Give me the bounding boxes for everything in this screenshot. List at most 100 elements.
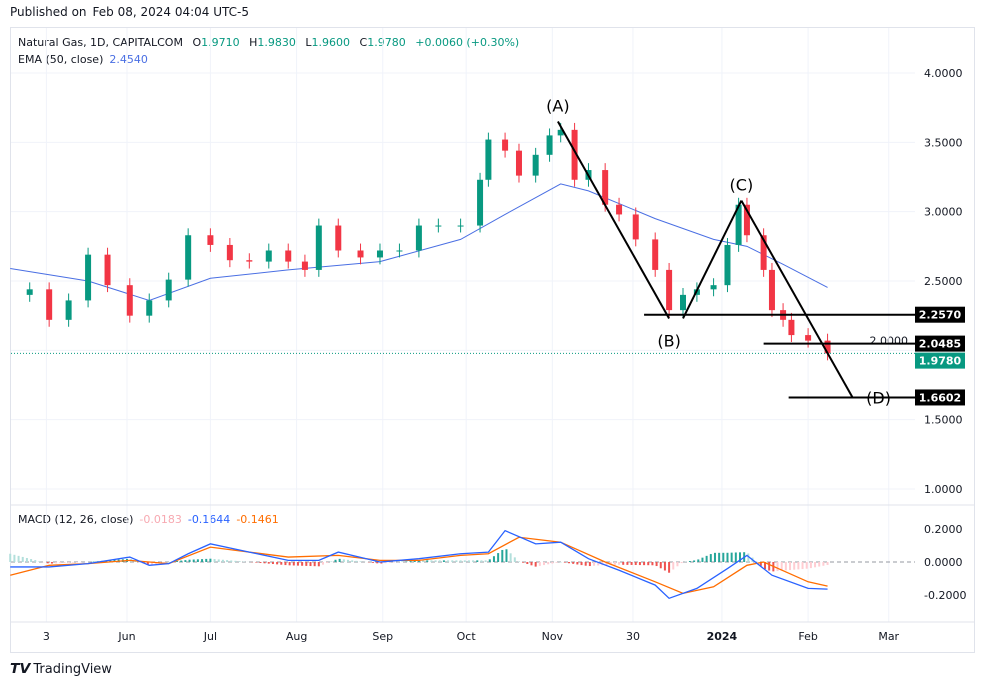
macd-histogram-bar [764,562,767,570]
macd-histogram-bar [359,561,362,562]
macd-histogram-bar [688,561,691,562]
candle [557,129,564,136]
macd-histogram-bar [768,562,771,571]
macd-histogram-bar [317,562,320,567]
candle [301,261,308,270]
brand-name: TradingView [33,661,112,677]
macd-histogram-bar [376,562,379,564]
macd-histogram-bar [805,562,808,569]
macd-histogram-bar [613,562,616,565]
macd-histogram-bar [543,562,545,566]
tradingview-logo[interactable]: 𝙏𝙑 TradingView [10,661,112,677]
macd-histogram-bar [138,562,141,563]
macd-histogram-bar [459,560,462,562]
candle [185,235,192,280]
current-price-badge [915,352,965,369]
macd-histogram-bar [163,562,166,563]
macd-histogram-bar [413,560,416,562]
candle [207,235,214,245]
macd-histogram-bar [747,553,750,562]
macd-histogram-bar [305,562,308,566]
macd-histogram-bar [284,562,287,566]
level-label-bg [915,306,965,323]
candle [532,154,539,176]
macd-histogram-bar [709,554,712,562]
price-axis-label: 2.5000 [924,275,963,288]
macd-histogram-bar [63,562,66,564]
macd-histogram-bar [438,560,441,562]
macd-histogram-bar [384,562,387,564]
macd-hist-value: -0.0183 [139,513,182,526]
macd-histogram-bar [826,562,829,566]
candle [515,150,522,176]
macd-histogram-bar [205,558,208,562]
candle [571,129,578,180]
macd-histogram-bar [780,562,783,571]
macd-histogram-bar [451,560,454,562]
candle [768,269,775,311]
macd-axis-label: 0.2000 [924,523,963,536]
macd-histogram-bar [676,562,679,567]
macd-histogram-bar [330,561,333,562]
low-number: 1.9600 [311,36,351,49]
macd-histogram-bar [513,557,516,562]
wave-label-a: (A) [546,97,569,116]
ema-label: EMA (50, close) [18,53,104,66]
macd-histogram-bar [334,559,337,562]
macd-histogram-bar [388,562,391,563]
macd-histogram-bar [492,556,495,562]
change-value: +0.0060 (+0.30%) [415,36,520,49]
level-label-bg [915,335,965,352]
macd-histogram-bar [818,562,821,567]
macd-histogram-bar [405,561,408,562]
macd-histogram-bar [555,562,558,563]
macd-histogram-bar [605,562,608,565]
macd-histogram-bar [46,562,49,564]
time-axis-label: Mar [878,630,899,643]
time-axis-label: 30 [626,630,640,643]
macd-histogram-bar [584,562,587,566]
high-label: H [249,36,258,49]
macd-histogram-bar [13,554,16,562]
macd-histogram-bar [230,560,233,562]
macd-line-value: -0.1644 [187,513,231,526]
wave-trendline [740,200,854,398]
macd-histogram-bar [463,560,466,562]
tradingview-icon: 𝙏𝙑 [10,661,31,677]
macd-histogram-bar [488,559,491,562]
macd-histogram-bar [342,559,345,562]
candle [680,294,686,311]
time-axis-label: Jun [117,630,135,643]
macd-histogram-bar [34,560,37,562]
candle [710,285,717,290]
macd-histogram-bar [301,562,304,566]
macd-histogram-bar [663,562,666,571]
macd-histogram-bar [467,560,470,562]
macd-histogram-bar [313,562,316,567]
wave-label-c: (C) [730,176,754,195]
macd-histogram-bar [455,560,458,562]
macd-histogram-bar [417,560,420,562]
macd-histogram-bar [588,562,591,567]
macd-histogram-bar [67,562,70,563]
close-number: 1.9780 [367,36,406,49]
macd-histogram-bar [267,562,270,564]
current-price-label: 1.9780 [919,355,962,368]
macd-histogram-bar [25,557,28,562]
close-value: C1.9780 [360,36,406,49]
macd-histogram-bar [226,560,229,562]
macd-histogram-bar [568,562,571,564]
macd-histogram-bar [680,562,683,564]
macd-histogram-bar [271,562,274,565]
macd-histogram-bar [576,562,579,565]
macd-histogram-bar [217,559,220,562]
candle [502,139,509,151]
candle [546,135,553,155]
macd-histogram-bar [434,560,437,562]
macd-histogram-bar [713,552,716,562]
macd-histogram-bar [593,562,596,566]
macd-histogram-bar [651,562,654,566]
level-label: 2.0485 [919,338,961,351]
candle [226,244,233,261]
